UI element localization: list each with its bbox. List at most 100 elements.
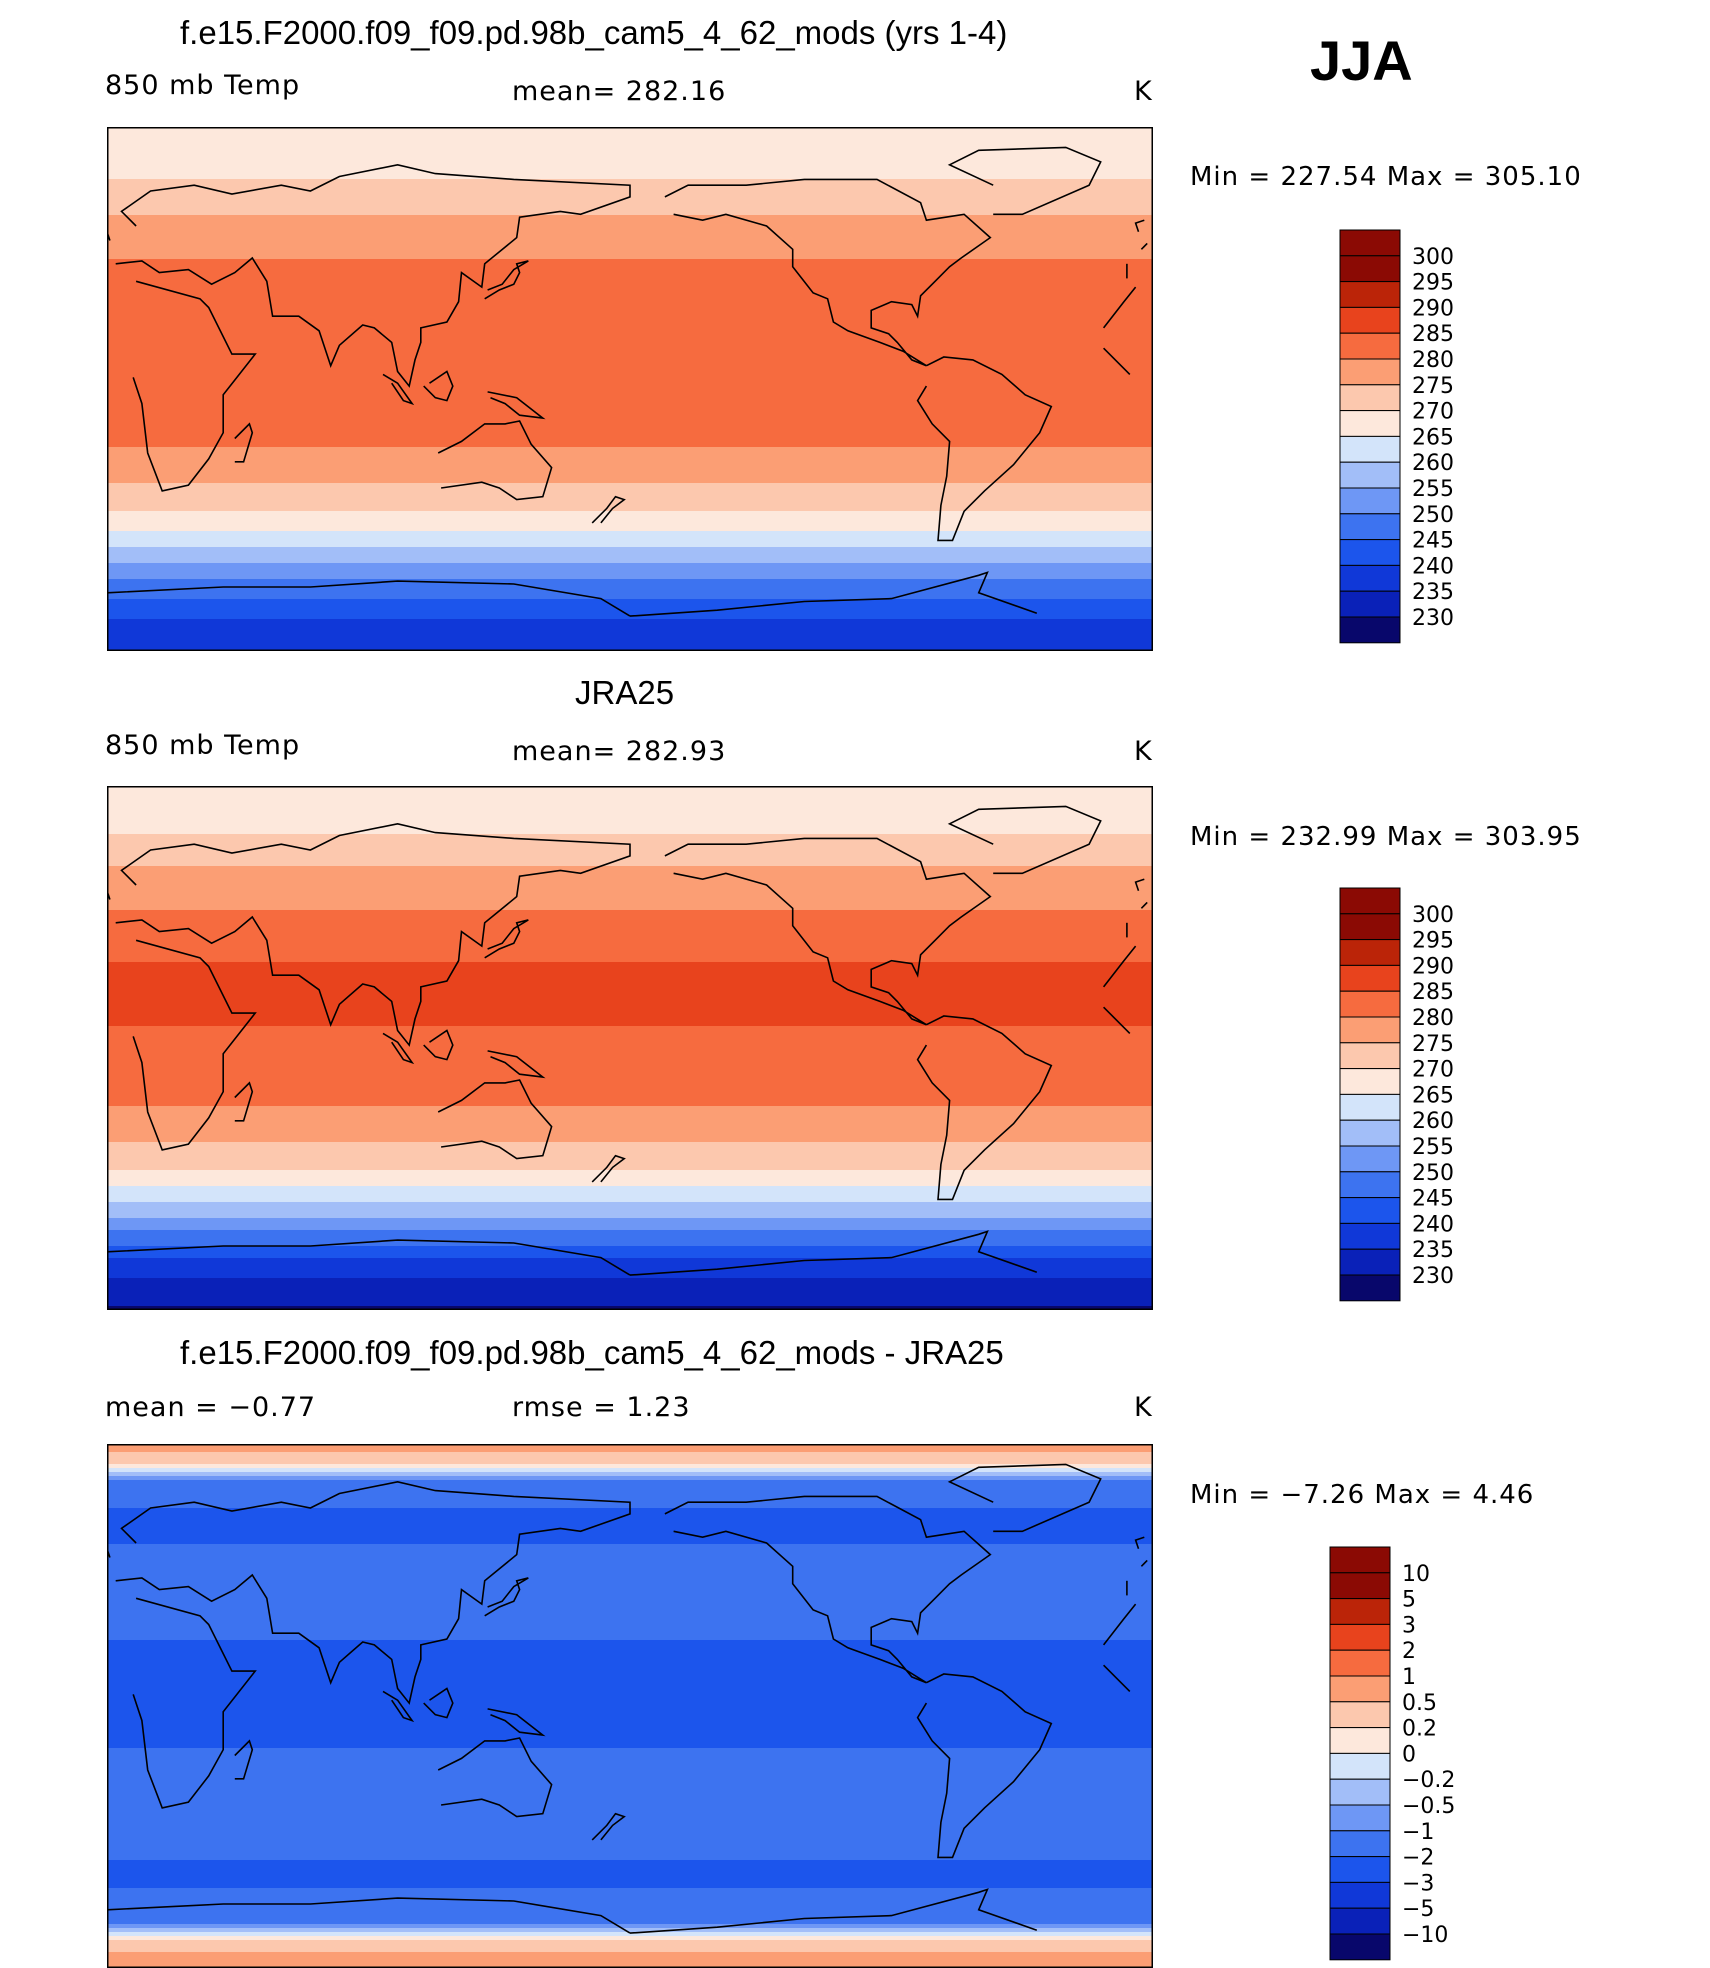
colorbar-box [1339, 435, 1401, 463]
contour-band [107, 303, 1153, 308]
contour-band [107, 643, 1153, 648]
contour-band [107, 1620, 1153, 1625]
coastline [629, 571, 1038, 617]
contour-band [107, 1186, 1153, 1191]
contour-band [107, 587, 1153, 592]
contour-band [107, 1094, 1153, 1099]
panel-1-units: K [1134, 76, 1153, 107]
contour-band [107, 1456, 1153, 1461]
contour-band [107, 1852, 1153, 1857]
contour-band [107, 1704, 1153, 1709]
colorbar-box [1339, 1068, 1401, 1095]
contour-band [107, 1270, 1153, 1275]
contour-band [107, 1836, 1153, 1841]
colorbar-box [1339, 332, 1401, 360]
contour-band [107, 1628, 1153, 1633]
coastline [1103, 1006, 1131, 1034]
contour-band [107, 1960, 1153, 1965]
colorbar-tick-label: 295 [1412, 271, 1454, 296]
contour-band [107, 507, 1153, 512]
contour-band [107, 343, 1153, 348]
contour-band [107, 539, 1153, 544]
panel-1-title: f.e15.F2000.f09_f09.pd.98b_cam5_4_62_mod… [180, 14, 1008, 51]
contour-band [107, 1464, 1153, 1469]
contour-band [107, 1596, 1153, 1601]
colorbar-tick-label: 10 [1402, 1562, 1430, 1587]
contour-band [107, 611, 1153, 616]
contour-band [107, 199, 1153, 204]
contour-band [107, 271, 1153, 276]
contour-band [107, 223, 1153, 228]
contour-band [107, 615, 1153, 620]
colorbar-box [1329, 1933, 1391, 1961]
contour-band [107, 1030, 1153, 1035]
contour-band [107, 1916, 1153, 1921]
contour-band [107, 351, 1153, 356]
map-3-field [107, 1444, 1153, 1968]
contour-band [107, 531, 1153, 536]
contour-band [107, 1050, 1153, 1055]
coastline [437, 1079, 553, 1160]
colorbar-tick-label: 1 [1402, 1665, 1416, 1690]
contour-band [107, 1480, 1153, 1485]
contour-band [107, 1078, 1153, 1083]
contour-band [107, 143, 1153, 148]
colorbar-tick-label: 235 [1412, 580, 1454, 605]
coastline [487, 1050, 546, 1079]
contour-band [107, 355, 1153, 360]
colorbar-tick-label: 290 [1412, 296, 1454, 321]
contour-band [107, 383, 1153, 388]
contour-band [107, 323, 1153, 328]
contour-band [107, 647, 1153, 651]
contour-band [107, 423, 1153, 428]
contour-band [107, 367, 1153, 372]
contour-band [107, 255, 1153, 260]
contour-band [107, 515, 1153, 520]
coastline [487, 1708, 546, 1737]
panel-3-map [107, 1444, 1153, 1968]
contour-band [107, 894, 1153, 899]
contour-band [107, 1306, 1153, 1310]
contour-band [107, 1090, 1153, 1095]
contour-band [107, 1928, 1153, 1933]
contour-band [107, 1238, 1153, 1243]
contour-band [107, 283, 1153, 288]
contour-band [107, 954, 1153, 959]
contour-band [107, 930, 1153, 935]
colorbar-tick-label: 285 [1412, 322, 1454, 347]
contour-band [107, 1656, 1153, 1661]
colorbar-box [1339, 461, 1401, 489]
contour-band [107, 1592, 1153, 1597]
panel-2-title: JRA25 [575, 674, 675, 711]
contour-band [107, 415, 1153, 420]
colorbar-tick-label: 285 [1412, 980, 1454, 1005]
contour-band [107, 1302, 1153, 1307]
colorbar-box [1339, 1119, 1401, 1147]
contour-band [107, 275, 1153, 280]
coastline [423, 370, 454, 402]
contour-band [107, 1700, 1153, 1705]
contour-band [107, 1254, 1153, 1259]
panel-1-colorbar: 3002952902852802752702652602552502452402… [1339, 229, 1454, 644]
contour-band [107, 1290, 1153, 1295]
colorbar-box [1339, 1248, 1401, 1276]
coastline [629, 1230, 1038, 1276]
contour-band [107, 1154, 1153, 1159]
contour-band [107, 263, 1153, 268]
contour-band [107, 247, 1153, 252]
contour-band [107, 1026, 1153, 1031]
contour-band [107, 1138, 1153, 1143]
contour-band [107, 1552, 1153, 1557]
colorbar-tick-label: 0.2 [1402, 1717, 1437, 1742]
contour-band [107, 1892, 1153, 1897]
colorbar-tick-label: 250 [1412, 503, 1454, 528]
contour-band [107, 870, 1153, 875]
contour-band [107, 1888, 1153, 1893]
contour-band [107, 1098, 1153, 1103]
colorbar-tick-label: −5 [1402, 1897, 1434, 1922]
contour-band [107, 898, 1153, 903]
contour-band [107, 890, 1153, 895]
contour-band [107, 487, 1153, 492]
contour-band [107, 1146, 1153, 1151]
contour-band [107, 1952, 1153, 1957]
